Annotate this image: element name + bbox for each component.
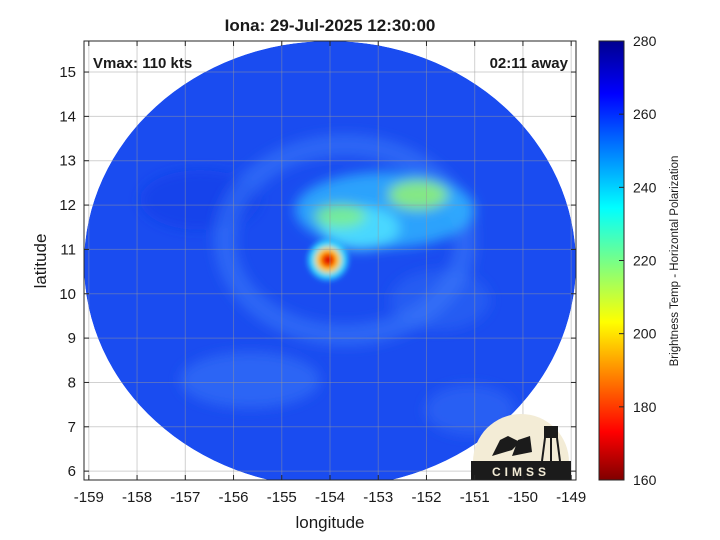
colorbar-tick-label: 280 bbox=[633, 33, 657, 49]
rain-band-arc bbox=[314, 204, 366, 228]
y-tick-label: 15 bbox=[59, 64, 76, 81]
vmax-annotation: Vmax: 110 kts bbox=[93, 55, 192, 72]
y-axis: 6 7 8 9 10 11 12 13 14 15 bbox=[59, 64, 576, 480]
colorbar: 160 180 200 220 240 260 280 Brightness Temp - … bbox=[598, 33, 681, 488]
x-tick-label: -152 bbox=[411, 489, 441, 506]
outer-ring bbox=[214, 134, 476, 346]
cold-band-1 bbox=[180, 352, 320, 408]
time-away-annotation: 02:11 away bbox=[490, 55, 569, 72]
colorbar-tick-label: 220 bbox=[633, 253, 657, 269]
x-tick-label: -159 bbox=[74, 489, 104, 506]
chart-title: Iona: 29-Jul-2025 12:30:00 bbox=[225, 16, 436, 35]
y-tick-label: 6 bbox=[68, 463, 76, 480]
cimss-logo-bar bbox=[471, 461, 571, 480]
y-tick-label: 11 bbox=[60, 241, 76, 258]
water-tower-icon bbox=[544, 426, 558, 438]
cimss-logo-text: CIMSS bbox=[492, 465, 550, 479]
y-tick-label: 9 bbox=[68, 330, 76, 347]
colorbar-tick-label: 160 bbox=[633, 472, 657, 488]
x-axis: -159 -158 -157 -156 -155 -154 -153 -152 -151 -150… bbox=[74, 41, 586, 506]
rain-band-ne bbox=[388, 180, 448, 210]
y-tick-label: 8 bbox=[68, 374, 76, 391]
x-tick-label: -156 bbox=[219, 489, 249, 506]
colorbar-label: Brightness Temp - Horizontal Polarizatio… bbox=[669, 156, 681, 367]
y-tick-label: 14 bbox=[59, 108, 76, 125]
cimss-logo: CIMSS bbox=[471, 414, 571, 480]
x-tick-label: -155 bbox=[267, 489, 297, 506]
cold-band-4 bbox=[425, 385, 515, 435]
y-axis-label: latitude bbox=[31, 234, 50, 289]
y-tick-label: 12 bbox=[59, 197, 76, 214]
x-tick-label: -150 bbox=[508, 489, 538, 506]
colorbar-tick-label: 240 bbox=[633, 179, 657, 195]
y-tick-label: 13 bbox=[59, 153, 76, 170]
x-tick-label: -154 bbox=[315, 489, 345, 506]
satellite-dish-icon-2 bbox=[512, 436, 532, 456]
brightness-temp-swath bbox=[84, 41, 576, 480]
x-axis-label: longitude bbox=[295, 513, 364, 532]
x-tick-label: -157 bbox=[170, 489, 200, 506]
colorbar-tick-label: 260 bbox=[633, 106, 657, 122]
x-tick-label: -158 bbox=[122, 489, 152, 506]
x-tick-label: -151 bbox=[460, 489, 490, 506]
colorbar-tick-label: 180 bbox=[633, 399, 657, 415]
eye-core bbox=[324, 256, 332, 264]
water-tower-legs bbox=[541, 437, 561, 462]
satellite-dish-icon bbox=[492, 436, 520, 456]
x-tick-label: -153 bbox=[363, 489, 393, 506]
y-tick-label: 7 bbox=[68, 419, 76, 436]
x-tick-label: -149 bbox=[556, 489, 586, 506]
y-tick-label: 10 bbox=[59, 286, 76, 303]
colorbar-ticks: 160 180 200 220 240 260 280 bbox=[619, 33, 657, 488]
colorbar-tick-label: 200 bbox=[633, 326, 657, 342]
